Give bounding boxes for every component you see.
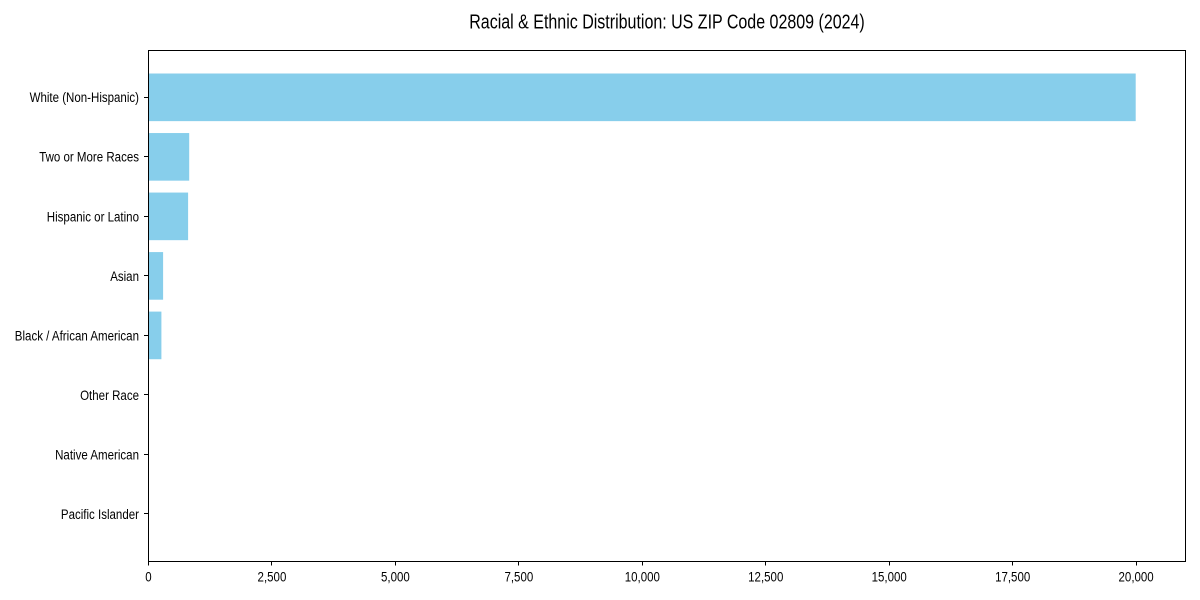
- svg-text:0: 0: [145, 568, 152, 584]
- svg-text:Black / African American: Black / African American: [15, 327, 139, 343]
- svg-text:Other Race: Other Race: [80, 387, 139, 403]
- svg-text:10,000: 10,000: [625, 568, 660, 584]
- svg-text:Pacific Islander: Pacific Islander: [61, 506, 139, 522]
- svg-text:15,000: 15,000: [872, 568, 907, 584]
- svg-text:Two or More Races: Two or More Races: [39, 149, 139, 165]
- svg-text:17,500: 17,500: [995, 568, 1030, 584]
- svg-text:12,500: 12,500: [748, 568, 783, 584]
- svg-text:7,500: 7,500: [504, 568, 533, 584]
- svg-text:Hispanic or Latino: Hispanic or Latino: [47, 208, 139, 224]
- svg-text:2,500: 2,500: [258, 568, 287, 584]
- svg-text:Asian: Asian: [110, 268, 139, 284]
- svg-text:White (Non-Hispanic): White (Non-Hispanic): [30, 89, 139, 105]
- svg-text:20,000: 20,000: [1119, 568, 1154, 584]
- svg-text:5,000: 5,000: [381, 568, 410, 584]
- svg-text:Native American: Native American: [55, 446, 139, 462]
- svg-text:Racial & Ethnic Distribution:: Racial & Ethnic Distribution: US ZIP Cod…: [469, 12, 865, 34]
